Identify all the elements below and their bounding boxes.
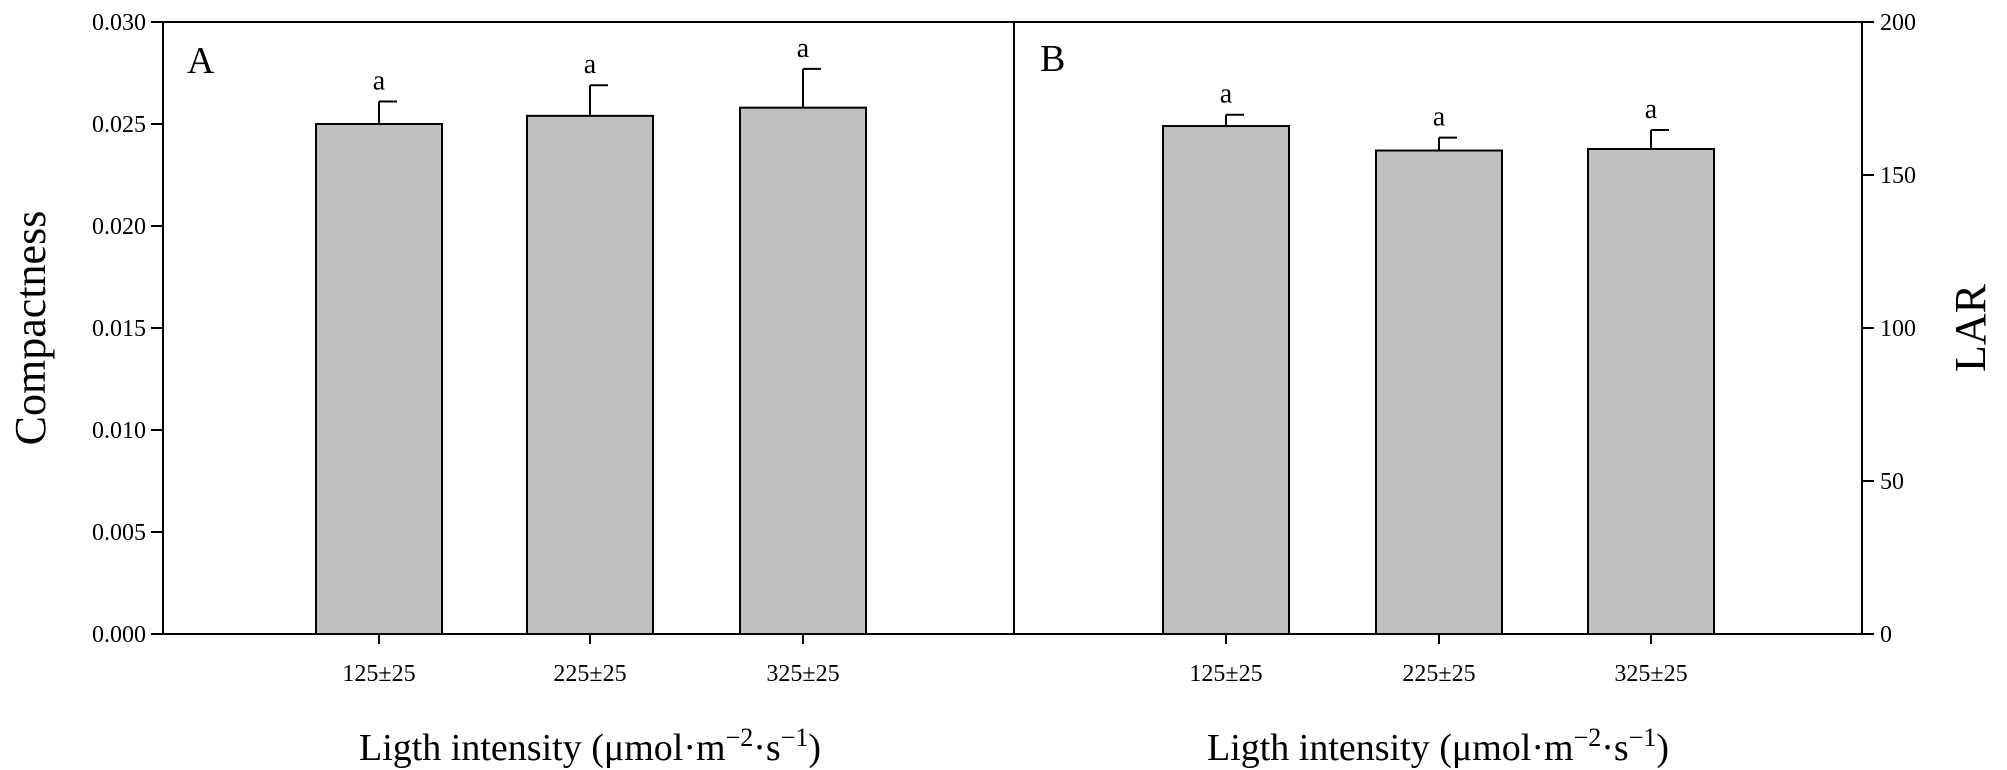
y-tick-label: 0.000 <box>92 622 146 648</box>
y-tick-label: 150 <box>1880 163 1916 189</box>
y-tick-label: 200 <box>1880 10 1916 36</box>
x-category-label: 125±25 <box>342 661 415 687</box>
panel-label: B <box>1040 38 1065 80</box>
y-tick-label: 0.015 <box>92 316 146 342</box>
x-axis-title-part: ·s <box>753 727 780 769</box>
x-axis-title-part: Ligth intensity (μmol·m <box>359 727 726 769</box>
significance-letter: a <box>373 66 386 97</box>
bar-225-25 <box>1375 149 1503 636</box>
x-axis-title: Ligth intensity (μmol·m−2·s−1) <box>1207 723 1669 769</box>
x-category-label: 225±25 <box>1402 661 1475 687</box>
x-axis-title-part: ·s <box>1601 727 1628 769</box>
y-tick-label: 0.005 <box>92 520 146 546</box>
significance-letter: a <box>1645 94 1658 125</box>
significance-letter: a <box>1433 102 1446 133</box>
x-axis-title-part: −1 <box>781 723 809 752</box>
x-axis-title-part: −1 <box>1629 723 1657 752</box>
x-category-label: 325±25 <box>1614 661 1687 687</box>
x-axis-title: Ligth intensity (μmol·m−2·s−1) <box>359 723 821 769</box>
y-tick-label: 0.030 <box>92 10 146 36</box>
bar-125-25 <box>1162 125 1290 635</box>
x-axis-title-part: −2 <box>1574 723 1602 752</box>
significance-letter: a <box>797 33 810 64</box>
panel-b-lar: 0 50 100 150 200 a 125±25 a 225±25 a 325±25 B LAR Lig… <box>1013 10 1995 769</box>
x-axis-title-part: −2 <box>726 723 754 752</box>
x-axis-title-part: ) <box>1656 727 1669 769</box>
y-tick-label: 100 <box>1880 316 1916 342</box>
y-tick-label: 0.025 <box>92 112 146 138</box>
bar-325-25 <box>739 106 867 636</box>
y-tick-label: 0.010 <box>92 418 146 444</box>
y-axis-title: LAR <box>1946 283 1995 372</box>
y-axis-title: Compactness <box>6 211 55 446</box>
bar-125-25 <box>315 123 443 635</box>
y-tick-label: 0.020 <box>92 214 146 240</box>
panel-label: A <box>187 40 215 82</box>
panel-a-compactness: 0.000 0.005 0.010 0.015 0.020 0.025 0.030 a 125±… <box>6 10 1015 769</box>
x-axis-title-part: Ligth intensity (μmol·m <box>1207 727 1574 769</box>
x-category-label: 225±25 <box>553 661 626 687</box>
bar-325-25 <box>1587 147 1715 636</box>
bar-225-25 <box>526 114 654 635</box>
y-tick-label: 50 <box>1880 469 1904 495</box>
significance-letter: a <box>584 49 597 80</box>
significance-letter: a <box>1220 79 1233 110</box>
x-category-label: 125±25 <box>1189 661 1262 687</box>
x-axis-title-part: ) <box>808 727 821 769</box>
y-tick-label: 0 <box>1880 622 1892 648</box>
x-category-label: 325±25 <box>766 661 839 687</box>
